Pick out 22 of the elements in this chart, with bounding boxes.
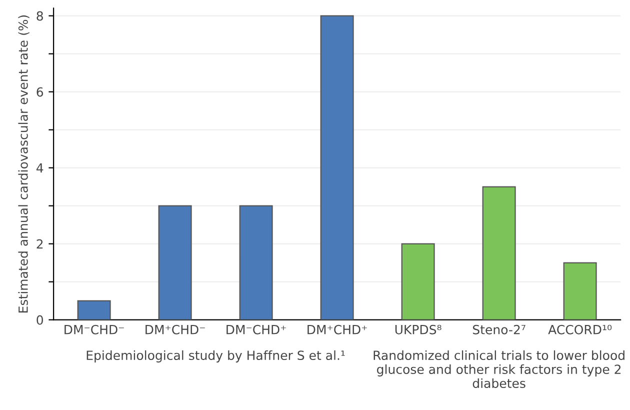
bar <box>320 15 354 320</box>
bar <box>563 262 597 320</box>
y-tick-label: 0 <box>36 315 43 325</box>
x-tick-label: Steno-2⁷ <box>472 324 526 334</box>
bar <box>482 186 516 320</box>
y-tick-label: 4 <box>36 163 44 173</box>
bar <box>158 205 192 320</box>
x-tick-label: ACCORD¹⁰ <box>548 324 612 334</box>
x-tick-label: DM⁻CHD⁺ <box>226 324 286 334</box>
x-tick-label: DM⁻CHD⁻ <box>64 324 124 334</box>
x-tick-label: DM⁺CHD⁻ <box>146 324 205 334</box>
bar <box>77 300 111 320</box>
x-tick-label: UKPDS⁸ <box>395 324 442 334</box>
y-tick-label: 8 <box>36 11 43 21</box>
bar <box>239 205 273 320</box>
y-tick-label: 6 <box>36 87 44 97</box>
text: Epidemiological study by Haffner S et al.¹ <box>86 350 345 362</box>
y-axis-title: Estimated annual cardiovascular event rate (%) <box>18 15 30 312</box>
y-tick-label: 2 <box>36 239 43 249</box>
text: Randomized clinical trials to lower blood glucose and other risk factors in type 2 diabetes <box>374 350 624 388</box>
bar <box>401 243 435 320</box>
x-tick-label: DM⁺CHD⁺ <box>308 324 367 334</box>
